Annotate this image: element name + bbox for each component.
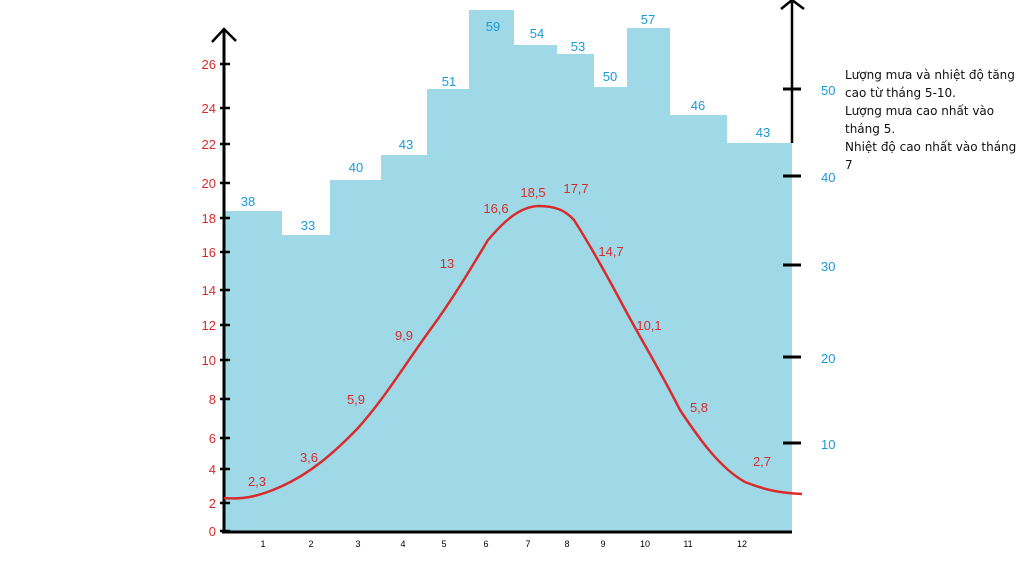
- rainfall-value-label: 33: [301, 218, 315, 233]
- right-axis-arrow: [780, 0, 805, 10]
- rainfall-value-label: 38: [241, 194, 255, 209]
- rain-bar: [469, 10, 514, 532]
- month-label: 4: [400, 539, 405, 549]
- rainfall-tick-label: 40: [821, 170, 835, 185]
- temperature-value-label: 17,7: [563, 181, 588, 196]
- temperature-tick-label: 24: [202, 101, 216, 116]
- rain-bar: [330, 180, 381, 532]
- month-labels: 1 2 3 4 5 6 7 8 9 10 11 12: [260, 539, 747, 549]
- temperature-value-label: 5,9: [347, 392, 365, 407]
- temperature-tick-label: 10: [202, 353, 216, 368]
- temperature-tick-label: 20: [202, 176, 216, 191]
- month-label: 5: [441, 539, 446, 549]
- temperature-value-label: 10,1: [636, 318, 661, 333]
- rain-bar: [670, 115, 727, 532]
- rain-bar: [594, 87, 627, 532]
- month-label: 6: [483, 539, 488, 549]
- rainfall-tick-label: 10: [821, 437, 835, 452]
- left-axis-arrow: [211, 27, 237, 43]
- rainfall-tick-label: 50: [821, 83, 835, 98]
- month-label: 10: [640, 539, 650, 549]
- temperature-tick-label: 14: [202, 283, 216, 298]
- month-label: 8: [564, 539, 569, 549]
- temperature-value-label: 18,5: [520, 185, 545, 200]
- rainfall-tick-label: 30: [821, 259, 835, 274]
- rain-bar: [627, 28, 670, 532]
- rainfall-axis: 10 20 30 40 50: [780, 0, 835, 452]
- temperature-tick-label: 26: [202, 57, 216, 72]
- month-label: 3: [355, 539, 360, 549]
- rain-bar: [282, 235, 330, 532]
- rainfall-value-label: 51: [442, 74, 456, 89]
- temperature-tick-label: 22: [202, 137, 216, 152]
- rainfall-value-label: 53: [571, 39, 585, 54]
- month-label: 9: [600, 539, 605, 549]
- temperature-tick-label: 0: [209, 524, 216, 539]
- note-line: Nhiệt độ cao nhất vào tháng 7: [845, 140, 1017, 172]
- rainfall-value-label: 59: [486, 19, 500, 34]
- temperature-value-label: 9,9: [395, 328, 413, 343]
- annotation-note: Lượng mưa và nhiệt độ tăng cao từ tháng …: [845, 66, 1023, 174]
- rainfall-labels: 38 33 40 43 51 59 54 53 50 57 46 43: [241, 12, 770, 233]
- temperature-value-label: 3,6: [300, 450, 318, 465]
- rainfall-bars: [224, 10, 792, 532]
- temperature-value-label: 5,8: [690, 400, 708, 415]
- rain-bar: [557, 54, 594, 532]
- temperature-tick-label: 18: [202, 211, 216, 226]
- rainfall-value-label: 43: [756, 125, 770, 140]
- month-label: 12: [737, 539, 747, 549]
- temperature-value-label: 13: [440, 256, 454, 271]
- note-line: Lượng mưa và nhiệt độ tăng: [845, 68, 1015, 82]
- month-label: 7: [525, 539, 530, 549]
- temperature-value-label: 2,7: [753, 454, 771, 469]
- temperature-labels: 2,3 3,6 5,9 9,9 13 16,6 18,5 17,7 14,7 10,1 5,8 2,7: [248, 181, 771, 489]
- rainfall-value-label: 57: [641, 12, 655, 27]
- temperature-tick-label: 4: [209, 462, 216, 477]
- temperature-tick-label: 16: [202, 245, 216, 260]
- temperature-tick-label: 6: [209, 431, 216, 446]
- note-line: Lượng mưa cao nhất vào: [845, 104, 995, 118]
- temperature-tick-label: 8: [209, 392, 216, 407]
- month-label: 11: [683, 539, 692, 549]
- month-label: 2: [308, 539, 313, 549]
- temperature-curve: [223, 204, 803, 500]
- temperature-value-label: 2,3: [248, 474, 266, 489]
- rainfall-value-label: 40: [349, 160, 363, 175]
- note-line: cao từ tháng 5-10.: [845, 86, 956, 100]
- rainfall-value-label: 43: [399, 137, 413, 152]
- rain-bar: [514, 45, 557, 532]
- temperature-tick-label: 12: [202, 318, 216, 333]
- rainfall-value-label: 54: [530, 26, 544, 41]
- rainfall-tick-label: 20: [821, 351, 835, 366]
- rain-bar-edge: [727, 143, 792, 532]
- rain-bar: [224, 211, 282, 532]
- rain-bar: [427, 89, 469, 532]
- temperature-tick-label: 2: [209, 496, 216, 511]
- temperature-line: [223, 204, 803, 500]
- rainfall-value-label: 46: [691, 98, 705, 113]
- month-label: 1: [260, 539, 265, 549]
- rainfall-value-label: 50: [603, 69, 617, 84]
- temperature-value-label: 16,6: [483, 201, 508, 216]
- temperature-value-label: 14,7: [598, 244, 623, 259]
- note-line: tháng 5.: [845, 122, 896, 136]
